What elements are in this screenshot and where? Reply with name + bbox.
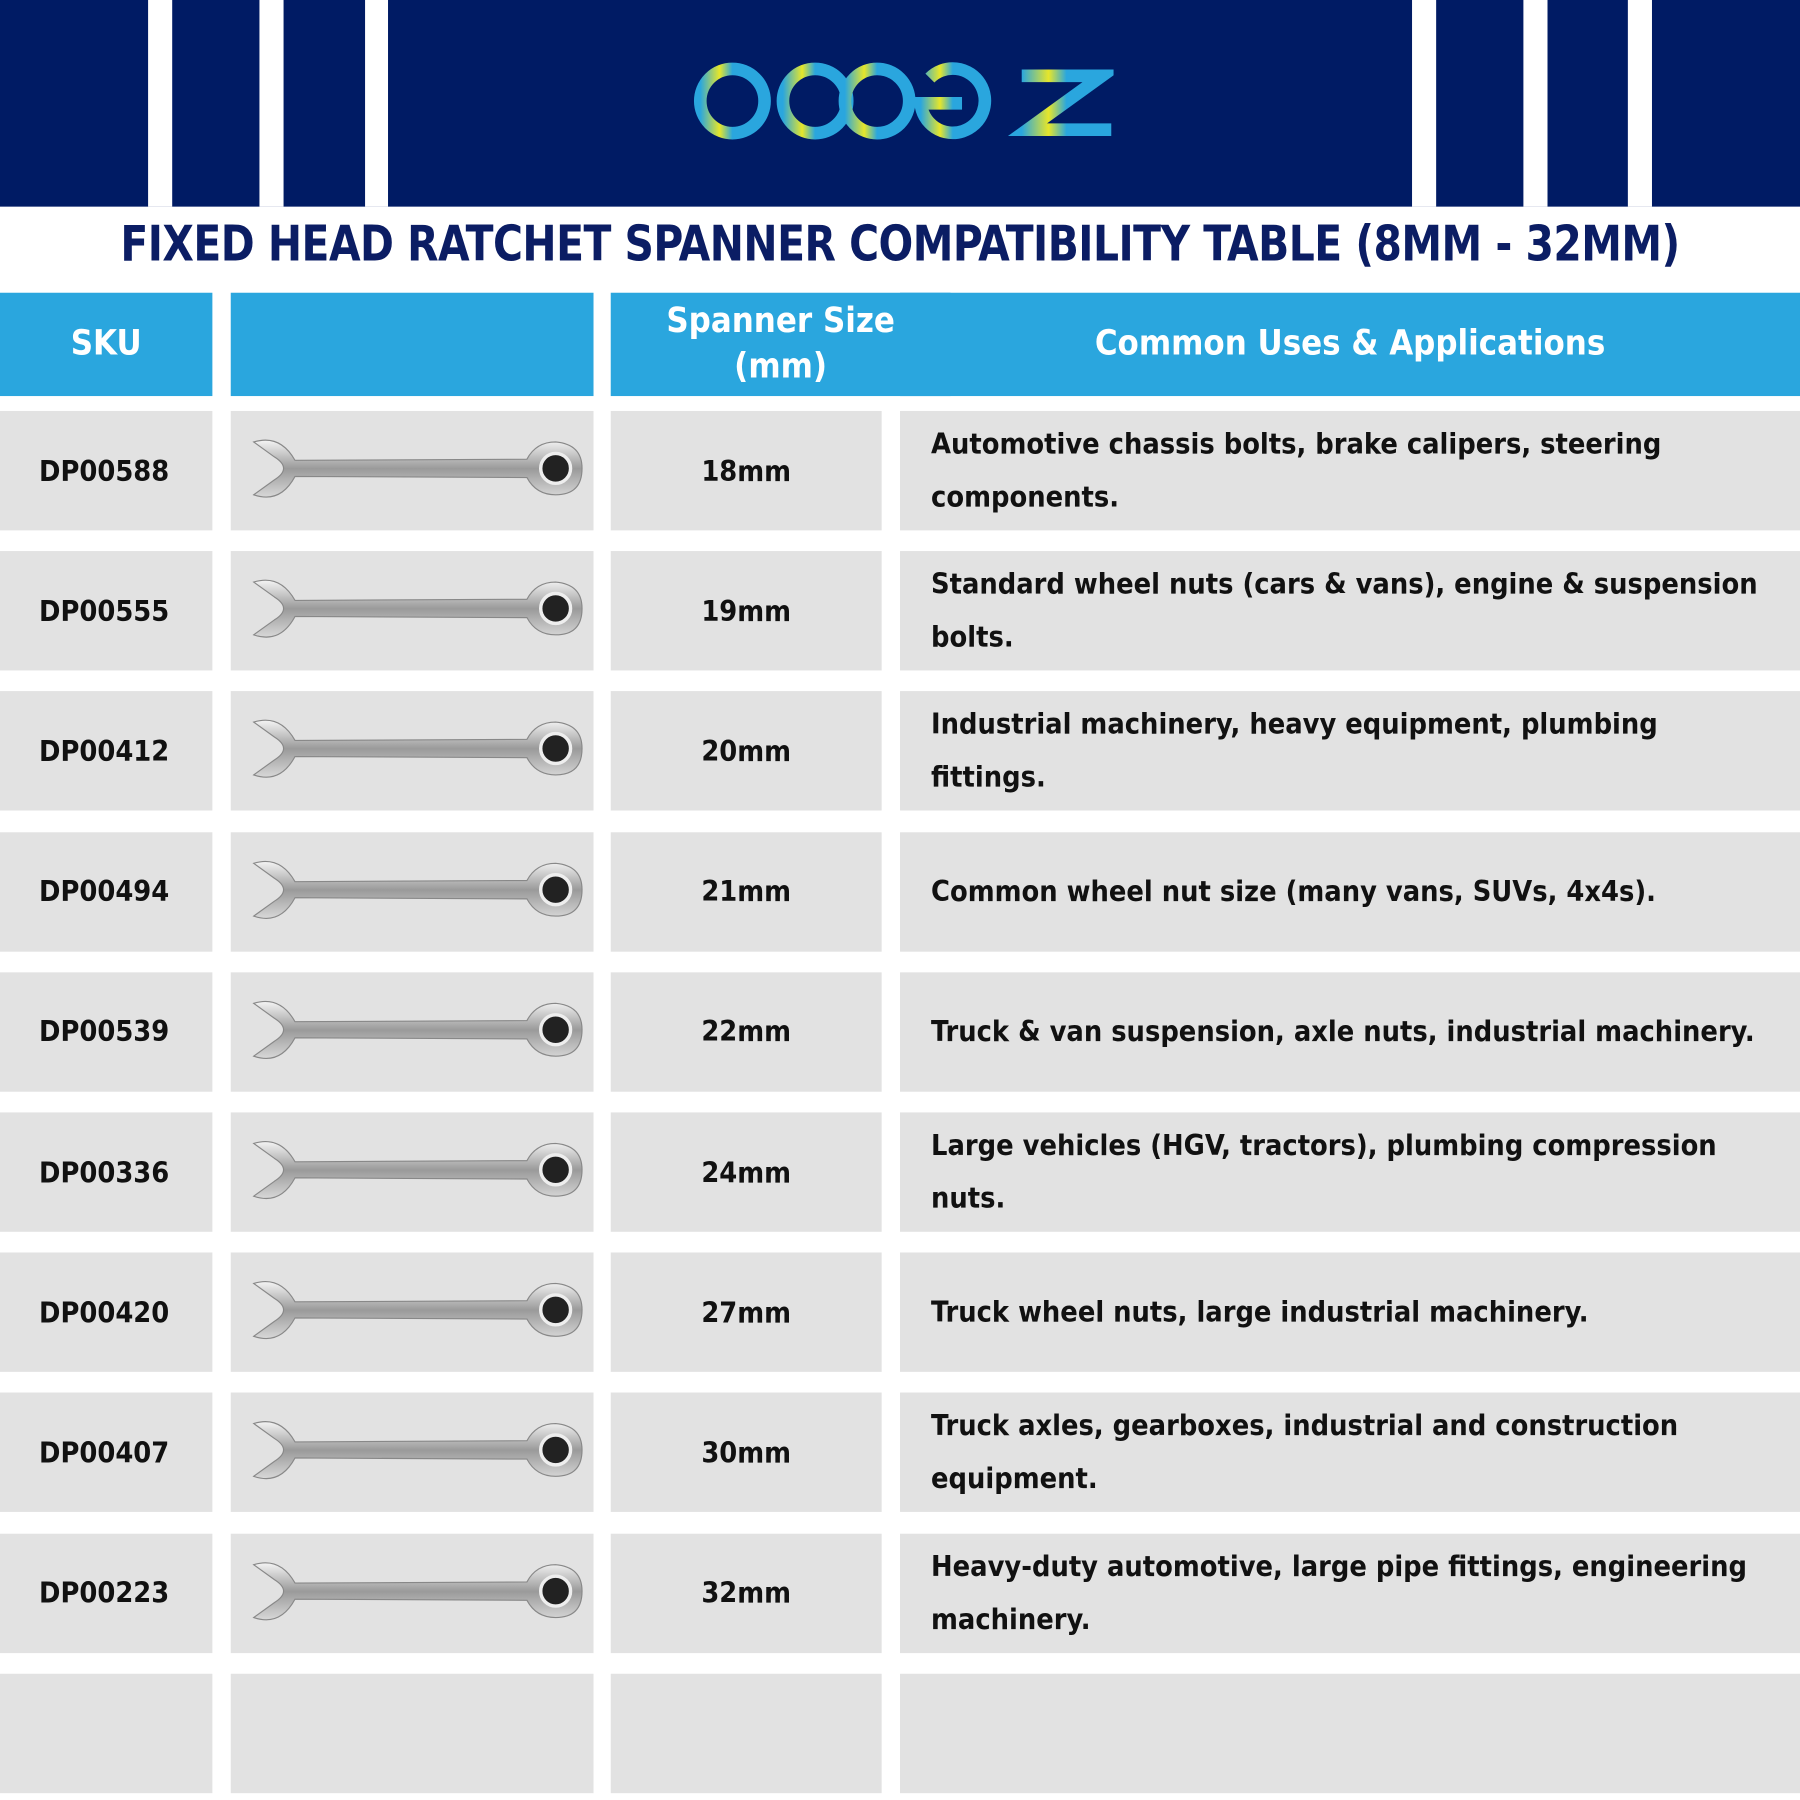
table-cell-sku-text: DP00539 [39,1015,170,1049]
table-cell-uses-text: Large vehicles (HGV, tractors), plumbing… [931,1128,1717,1215]
table-cell-uses-text: Standard wheel nuts (cars & vans), engin… [931,567,1758,654]
table-cell-sku-text: DP00494 [39,874,170,909]
table-cell-size-text: 27mm [701,1295,792,1330]
table-cell-sku-text: DP00555 [39,594,170,628]
table-cell-sku-text: DP00412 [39,734,170,768]
table-cell-sku-text: DP00420 [39,1295,170,1330]
table-cell-sku: DP00494 [0,831,213,952]
stripe [1627,0,1652,207]
table-cell-size: 21mm [610,831,882,952]
table-cell-uses: Truck wheel nuts, large industrial machi… [900,1252,1800,1373]
table-cell-sku: DP00555 [0,551,213,671]
table-cell-sku: DP00336 [0,1112,213,1232]
table-cell-size: 19mm [610,551,882,671]
table-cell-image [230,1112,594,1232]
table-cell-size: 32mm [610,1533,882,1653]
table-cell-image [230,831,594,952]
table-cell-sku: DP00420 [0,1252,213,1373]
stripe [1523,0,1548,207]
stripe [1412,0,1437,207]
stripe [365,0,389,207]
table-cell-uses: Automotive chassis bolts, brake calipers… [900,410,1800,531]
table-cell-sku-text: DP00407 [39,1436,170,1470]
ratchet-spanner-icon [240,1550,584,1635]
table-cell-image [230,691,594,811]
ratchet-spanner-icon [240,989,584,1074]
table-cell-size-text: 22mm [701,1015,792,1049]
table-cell-image [230,1252,594,1373]
header-sku: SKU [0,292,213,397]
ratchet-spanner-icon [240,428,584,513]
table-cell-uses: Common wheel nut size (many vans, SUVs, … [900,831,1800,952]
table-cell-size: 30mm [610,1392,882,1513]
table-cell-image [230,972,594,1092]
table-cell-size-text: 30mm [701,1436,792,1470]
table-cell-size: 27mm [610,1252,882,1373]
table-cell-image [230,1392,594,1513]
header-size: Spanner Size (mm) [610,292,951,397]
table-cell-size: 18mm [610,410,882,531]
table-cell-sku: DP00539 [0,972,213,1092]
table-cell-uses-text: Automotive chassis bolts, brake calipers… [931,427,1662,514]
ratchet-spanner-icon [240,709,584,794]
table-cell-size-text: 20mm [701,734,792,768]
header-uses: Common Uses & Applications [900,292,1800,397]
ratchet-spanner-icon [240,1130,584,1215]
header-banner [0,0,1800,207]
table-cell-sku-text: DP00223 [39,1576,170,1610]
table-cell-uses: Truck axles, gearboxes, industrial and c… [900,1392,1800,1513]
table-cell-uses: Heavy-duty automotive, large pipe fittin… [900,1533,1800,1653]
table-cell-size-text: 18mm [701,454,792,488]
table-cell-size-text: 19mm [701,594,792,628]
empty-cell [610,1673,882,1793]
table-cell-size-text: 32mm [701,1576,792,1610]
table-cell-size-text: 24mm [701,1155,792,1189]
table-cell-uses: Large vehicles (HGV, tractors), plumbing… [900,1112,1800,1232]
ratchet-spanner-icon [240,1270,584,1355]
stripe [259,0,284,207]
empty-cell [230,1673,594,1793]
table-cell-uses-text: Common wheel nut size (many vans, SUVs, … [931,874,1656,908]
table-cell-uses-text: Truck axles, gearboxes, industrial and c… [931,1409,1679,1496]
table-cell-image [230,551,594,671]
table-cell-sku-text: DP00336 [39,1155,170,1189]
ratchet-spanner-icon [240,849,584,934]
table-cell-uses-text: Heavy-duty automotive, large pipe fittin… [931,1549,1747,1636]
page-title: FIXED HEAD RATCHET SPANNER COMPATIBILITY… [120,215,1680,274]
table-cell-uses: Industrial machinery, heavy equipment, p… [900,691,1800,811]
empty-cell [900,1673,1800,1793]
table-cell-size: 22mm [610,972,882,1092]
table-cell-uses-text: Truck & van suspension, axle nuts, indus… [931,1014,1755,1048]
table-cell-uses: Truck & van suspension, axle nuts, indus… [900,972,1800,1092]
table-cell-image [230,1533,594,1653]
ratchet-spanner-icon [240,568,584,653]
table-cell-uses-text: Truck wheel nuts, large industrial machi… [931,1295,1589,1329]
table-cell-image [230,410,594,531]
table-cell-sku: DP00412 [0,691,213,811]
empty-cell [0,1673,213,1793]
table-cell-uses-text: Industrial machinery, heavy equipment, p… [931,707,1658,794]
table-cell-sku: DP00223 [0,1533,213,1653]
table-cell-sku: DP00407 [0,1392,213,1513]
stripe [148,0,173,207]
ratchet-spanner-icon [240,1410,584,1495]
table-cell-size-text: 21mm [701,874,792,909]
table-cell-sku: DP00588 [0,410,213,531]
table-cell-uses: Standard wheel nuts (cars & vans), engin… [900,551,1800,671]
table-cell-sku-text: DP00588 [39,454,170,488]
table-cell-size: 24mm [610,1112,882,1232]
dopetz-logo [693,37,1114,173]
table-cell-size: 20mm [610,691,882,811]
header-image [230,292,594,397]
